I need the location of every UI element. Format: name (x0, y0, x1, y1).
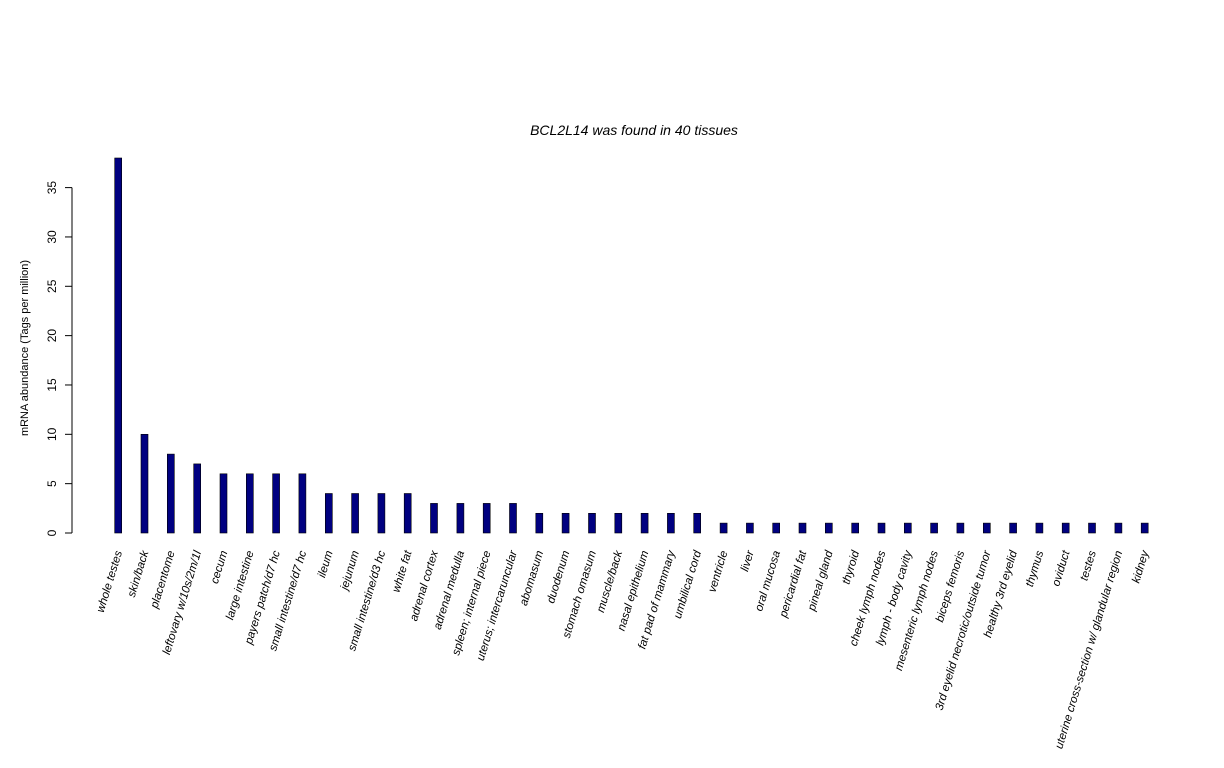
y-tick-label: 20 (45, 329, 59, 343)
x-tick-label: thyroid (840, 549, 862, 586)
x-tick-labels: whole testes skin/backplacentomeleftovary… (95, 548, 1152, 750)
y-tick-label: 25 (45, 279, 59, 293)
x-tick-label: white fat (391, 549, 415, 594)
bar (403, 493, 412, 534)
bar (1035, 522, 1044, 534)
x-tick-label: pericardial fat (777, 549, 809, 620)
x-tick-label: oral mucosa (753, 549, 783, 612)
bars (114, 157, 1149, 534)
bar (719, 522, 728, 534)
x-tick-label: testes (1078, 549, 1099, 582)
bar (167, 453, 175, 534)
bar (640, 512, 649, 534)
bar (851, 522, 860, 534)
bar (1140, 522, 1149, 534)
bar (1061, 522, 1070, 534)
bar (456, 503, 465, 534)
bar (219, 473, 228, 534)
x-tick-label: jejunum (338, 549, 362, 593)
x-tick-label: thymus (1024, 549, 1046, 588)
x-tick-label: pineal gland (806, 549, 836, 613)
x-tick-label: ileum (316, 549, 336, 579)
bar (246, 473, 254, 534)
bar (272, 473, 280, 534)
x-tick-label: placentome (149, 549, 178, 610)
x-tick-label: whole testes (95, 549, 125, 614)
bar (903, 522, 912, 534)
bar (798, 522, 807, 534)
bar (193, 463, 201, 534)
y-tick-label: 35 (45, 181, 59, 195)
bar (114, 157, 122, 534)
x-tick-label: skin/back (126, 548, 152, 599)
x-tick-label: duodenum (545, 549, 572, 605)
x-tick-label: kidney (1130, 548, 1152, 584)
bar (930, 522, 938, 534)
chart-title: BCL2L14 was found in 40 tissues (530, 122, 738, 138)
x-tick-label: oviduct (1050, 549, 1072, 588)
x-tick-label: ventricle (706, 549, 730, 593)
bar (588, 512, 596, 534)
bar (824, 522, 833, 534)
bar (772, 522, 781, 534)
bar (561, 512, 570, 534)
x-tick-label: umbilical cord (672, 549, 704, 620)
bar (140, 433, 149, 534)
bar (1088, 522, 1096, 534)
bar (877, 522, 886, 534)
bar (1114, 522, 1123, 534)
bar (956, 522, 965, 534)
x-tick-label: liver (739, 548, 757, 573)
bar (614, 512, 623, 534)
y-tick-label: 30 (45, 230, 59, 244)
x-tick-label: cecum (209, 549, 231, 585)
bar (324, 493, 333, 534)
bar (746, 522, 754, 534)
bar (351, 493, 359, 534)
bar (667, 512, 675, 534)
y-axis-label: mRNA abundance (Tags per million) (19, 260, 31, 436)
bar (430, 503, 438, 534)
x-tick-label: abomasum (518, 549, 546, 607)
y-axis: 0 5 10 15 20 25 30 35 (45, 181, 73, 536)
bar (377, 493, 386, 534)
bar (693, 512, 702, 534)
bar (1009, 522, 1017, 534)
bar (982, 522, 991, 534)
y-tick-label: 15 (45, 378, 59, 392)
x-tick-label: muscle/back (595, 548, 626, 614)
y-tick-label: 0 (45, 529, 59, 536)
bar (535, 512, 544, 534)
y-tick-label: 5 (45, 480, 59, 487)
bar (509, 503, 517, 534)
bar (482, 503, 491, 534)
y-tick-label: 10 (45, 427, 59, 441)
bar (298, 473, 307, 534)
